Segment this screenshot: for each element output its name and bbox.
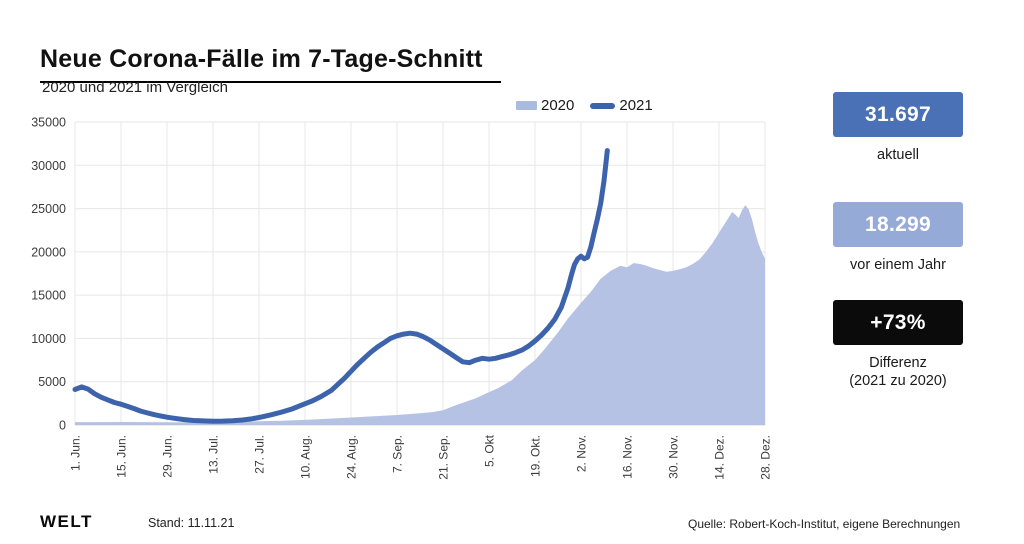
- x-axis-labels: 1. Jun. 15. Jun. 29. Jun. 13. Jul. 27. Jul. 1…: [69, 434, 773, 479]
- svg-text:1. Jun.: 1. Jun.: [69, 435, 83, 471]
- svg-text:14. Dez.: 14. Dez.: [713, 435, 727, 480]
- series-2020-area: [75, 205, 765, 425]
- stat-label-difference-line1: Differenz: [869, 355, 927, 371]
- svg-text:28. Dez.: 28. Dez.: [759, 435, 773, 480]
- stat-label-difference-line2: (2021 zu 2020): [849, 373, 947, 389]
- legend-item-2020: 2020: [516, 97, 574, 114]
- svg-text:29. Jun.: 29. Jun.: [161, 435, 175, 478]
- series-2021-line: [72, 148, 610, 424]
- welt-logo: WELT: [40, 512, 93, 531]
- svg-text:5. Okt: 5. Okt: [483, 434, 497, 467]
- svg-text:2. Nov.: 2. Nov.: [575, 435, 589, 472]
- stat-badge-current: 31.697: [833, 92, 963, 137]
- stat-badge-last-year: 18.299: [833, 202, 963, 247]
- svg-text:20000: 20000: [31, 245, 66, 259]
- legend-2020-label: 2020: [541, 97, 575, 114]
- legend-2020-area-swatch-icon: [516, 101, 537, 110]
- page-title: Neue Corona-Fälle im 7-Tage-Schnitt: [40, 45, 501, 83]
- svg-text:30. Nov.: 30. Nov.: [667, 435, 681, 479]
- legend: 2020 2021: [516, 97, 653, 114]
- svg-text:15. Jun.: 15. Jun.: [115, 435, 129, 478]
- svg-text:21. Sep.: 21. Sep.: [437, 435, 451, 480]
- svg-text:30000: 30000: [31, 159, 66, 173]
- stat-badge-difference: +73%: [833, 300, 963, 345]
- chart-svg: 0 5000 10000 15000 20000 25000 30000 35000 1. Ju…: [31, 116, 773, 480]
- svg-text:10. Aug.: 10. Aug.: [299, 435, 313, 479]
- source-credit: Quelle: Robert-Koch-Institut, eigene Ber…: [688, 517, 961, 531]
- svg-text:15000: 15000: [31, 289, 66, 303]
- svg-text:13. Jul.: 13. Jul.: [207, 435, 221, 474]
- stats-panel: 31.697 aktuell 18.299 vor einem Jahr +73…: [833, 92, 963, 390]
- y-axis-labels: 0 5000 10000 15000 20000 25000 30000 35000: [31, 116, 66, 433]
- page-subtitle: 2020 und 2021 im Vergleich: [42, 79, 228, 96]
- svg-text:19. Okt.: 19. Okt.: [529, 435, 543, 477]
- svg-text:35000: 35000: [31, 116, 66, 130]
- legend-2021-line-swatch-icon: [590, 102, 616, 109]
- svg-text:16. Nov.: 16. Nov.: [621, 435, 635, 479]
- legend-2021-label: 2021: [619, 97, 653, 114]
- svg-text:0: 0: [59, 419, 66, 433]
- stat-label-current: aktuell: [877, 147, 919, 163]
- legend-item-2021: 2021: [590, 97, 653, 114]
- stat-label-difference: Differenz (2021 zu 2020): [823, 354, 973, 390]
- stat-label-last-year: vor einem Jahr: [850, 257, 946, 273]
- data-as-of: Stand: 11.11.21: [148, 516, 235, 530]
- svg-text:5000: 5000: [38, 375, 66, 389]
- svg-text:10000: 10000: [31, 332, 66, 346]
- chart: 0 5000 10000 15000 20000 25000 30000 35000 1. Ju…: [30, 112, 800, 497]
- svg-text:25000: 25000: [31, 202, 66, 216]
- svg-text:7. Sep.: 7. Sep.: [391, 435, 405, 473]
- svg-text:24. Aug.: 24. Aug.: [345, 435, 359, 479]
- svg-text:27. Jul.: 27. Jul.: [253, 435, 267, 474]
